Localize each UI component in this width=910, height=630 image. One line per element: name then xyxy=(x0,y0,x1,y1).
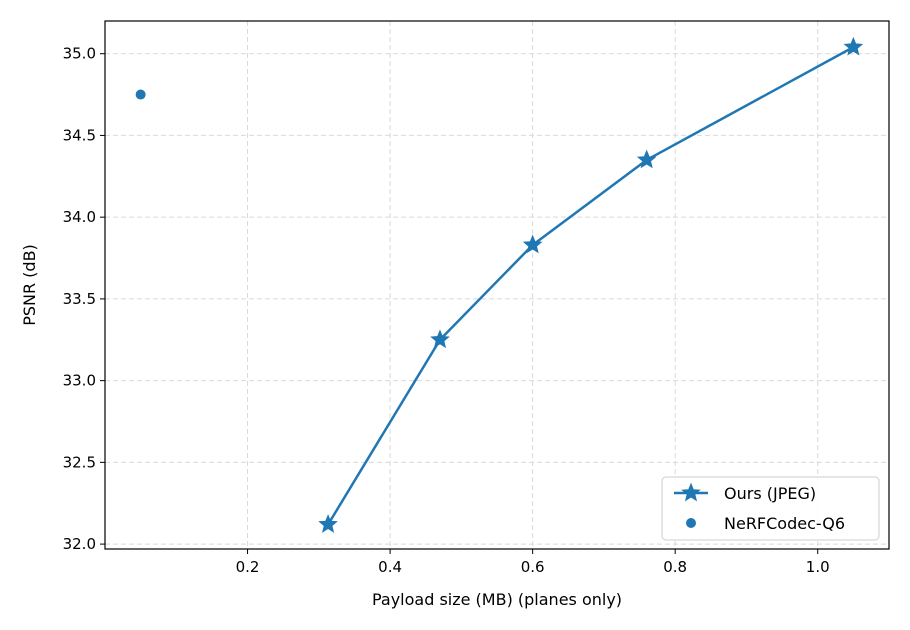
y-axis-label: PSNR (dB) xyxy=(20,244,39,326)
y-tick-label: 33.0 xyxy=(63,372,96,390)
x-tick-label: 0.4 xyxy=(378,558,402,576)
x-tick-label: 0.2 xyxy=(236,558,260,576)
x-tick-label: 0.8 xyxy=(663,558,687,576)
data-point-ours-jpeg xyxy=(843,36,864,56)
data-point-ours-jpeg xyxy=(636,149,657,169)
legend-label: Ours (JPEG) xyxy=(724,484,816,503)
x-tick-label: 0.6 xyxy=(521,558,545,576)
data-point-ours-jpeg xyxy=(318,514,338,533)
legend-box xyxy=(661,476,880,541)
series-layer xyxy=(135,36,864,533)
y-tick-label: 33.5 xyxy=(63,290,96,308)
y-tick-label: 34.5 xyxy=(63,126,96,144)
y-tick-label: 32.5 xyxy=(63,453,96,471)
data-point-ours-jpeg xyxy=(430,329,450,349)
legend-marker-ours-jpeg xyxy=(681,482,701,502)
y-tick-label: 35.0 xyxy=(63,45,96,63)
legend-label: NeRFCodec-Q6 xyxy=(724,514,845,533)
ticks: 0.2 0.4 0.6 0.8 1.0 32.0 32.5 33.0 33.5 34.0 34.5 3… xyxy=(63,45,830,576)
y-tick-label: 32.0 xyxy=(63,535,96,553)
x-tick-label: 1.0 xyxy=(806,558,830,576)
grid xyxy=(105,21,889,549)
legend: Ours (JPEG) NeRFCodec-Q6 xyxy=(661,476,880,541)
data-point-nerfcodec-q6 xyxy=(135,89,146,100)
y-tick-label: 34.0 xyxy=(63,208,96,226)
x-axis-label: Payload size (MB) (planes only) xyxy=(372,590,622,609)
legend-marker-nerfcodec-q6 xyxy=(686,518,696,528)
data-point-ours-jpeg xyxy=(522,234,543,254)
plot-frame xyxy=(104,20,890,550)
